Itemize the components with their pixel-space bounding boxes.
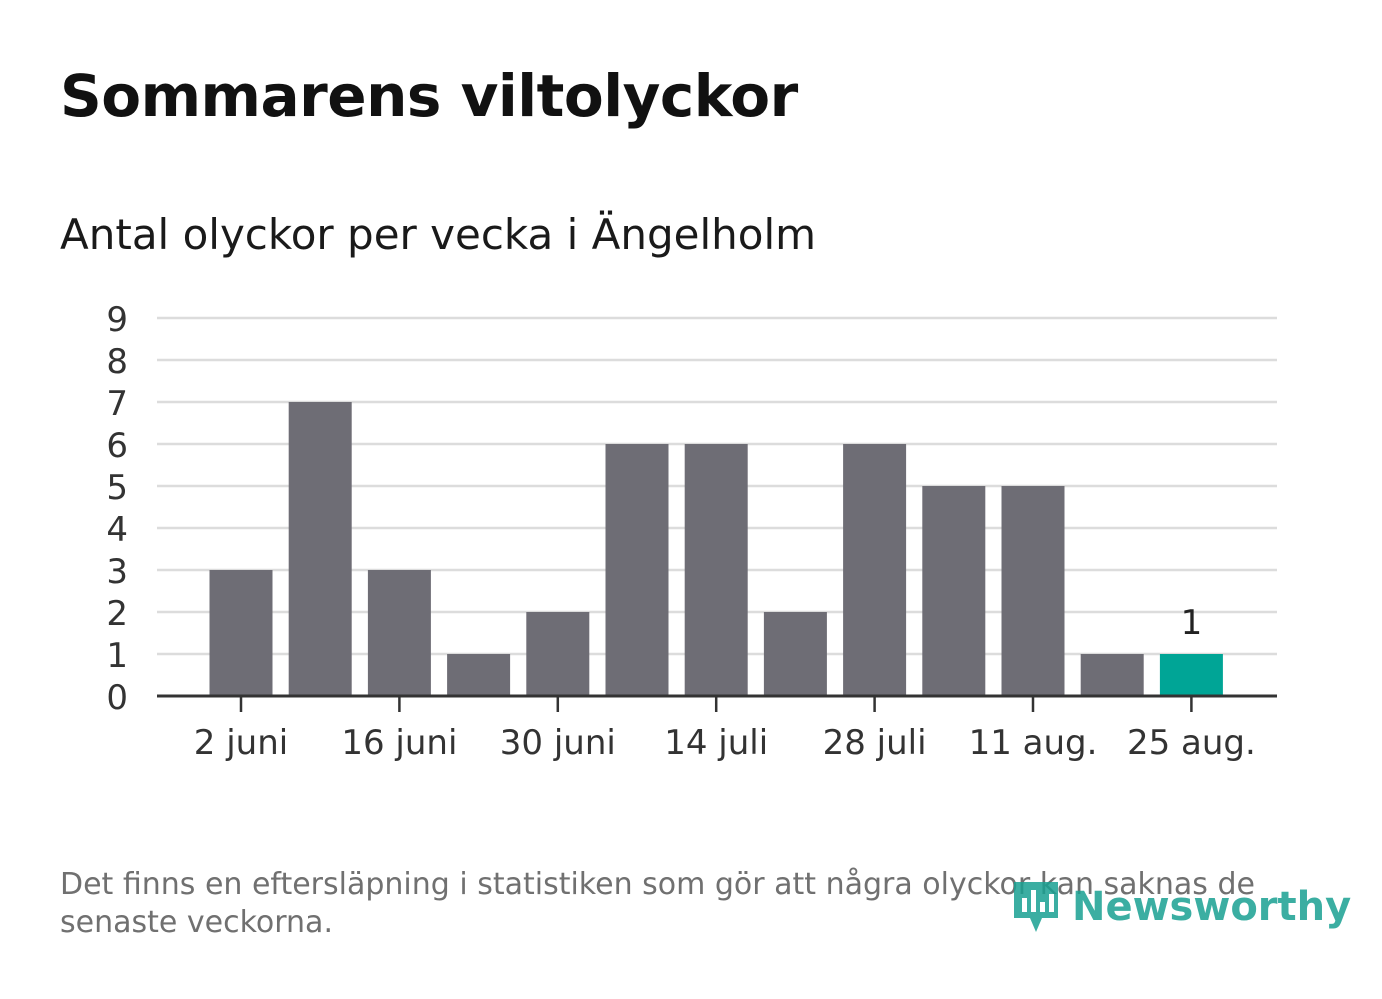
- bar: [605, 444, 669, 696]
- x-tick-label: 16 juni: [341, 723, 457, 763]
- bar-chart-pin-icon: [1014, 882, 1058, 932]
- y-tick-label: 4: [106, 510, 128, 550]
- brand-name: Newsworthy: [1072, 884, 1352, 930]
- y-tick-label: 7: [106, 384, 128, 424]
- y-tick-label: 5: [106, 468, 128, 508]
- y-tick-label: 3: [106, 552, 128, 592]
- x-tick-label: 28 juli: [823, 723, 927, 763]
- bar: [1159, 654, 1223, 696]
- x-tick-label: 14 juli: [664, 723, 768, 763]
- y-tick-label: 0: [106, 678, 128, 718]
- bar: [367, 570, 431, 696]
- bar: [1080, 654, 1144, 696]
- newsworthy-logo: Newsworthy: [1010, 876, 1351, 938]
- y-tick-label: 6: [106, 426, 128, 466]
- bar: [526, 612, 590, 696]
- bar: [684, 444, 748, 696]
- bar: [209, 570, 273, 696]
- x-tick-label: 25 aug.: [1127, 723, 1256, 763]
- bar: [763, 612, 827, 696]
- x-tick-label: 30 juni: [500, 723, 616, 763]
- chart-title: Sommarens viltolyckor: [60, 62, 798, 130]
- bar: [447, 654, 511, 696]
- bar: [843, 444, 907, 696]
- y-tick-label: 2: [106, 594, 128, 634]
- y-tick-label: 1: [106, 636, 128, 676]
- data-label: 1: [1181, 603, 1203, 643]
- chart-subtitle: Antal olyckor per vecka i Ängelholm: [60, 210, 817, 259]
- bar: [922, 486, 986, 696]
- x-tick-label: 11 aug.: [969, 723, 1098, 763]
- y-tick-label: 9: [106, 300, 128, 340]
- y-tick-label: 8: [106, 342, 128, 382]
- x-tick-label: 2 juni: [194, 723, 288, 763]
- bar: [1001, 486, 1065, 696]
- bar: [288, 402, 352, 696]
